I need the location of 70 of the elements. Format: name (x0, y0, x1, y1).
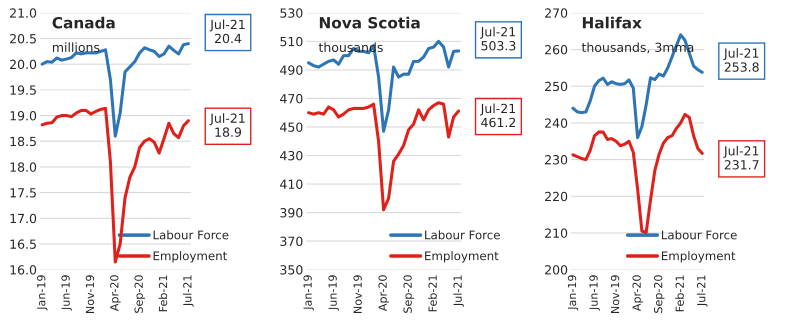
y-tick-label: 220 (545, 192, 568, 202)
y-tick-label: 270 (545, 8, 568, 18)
x-tick-label: Sep-20 (403, 275, 414, 313)
x-tick-label: Jan-19 (568, 275, 578, 310)
y-tick-label: 370 (280, 236, 302, 246)
y-tick-label: 21.0 (10, 8, 36, 18)
y-tick-label: 430 (280, 150, 302, 160)
x-tick-label: Jun-19 (328, 275, 339, 311)
chart-title: Halifax (582, 16, 642, 29)
y-tick-label: 390 (280, 208, 302, 218)
y-tick-label: 260 (545, 44, 568, 54)
x-tick-label: Nov-19 (86, 275, 94, 313)
text: Jul-21 461.2 (480, 104, 516, 128)
y-tick-label: 490 (280, 65, 302, 75)
line-series (40, 42, 190, 138)
y-tick-label: 470 (280, 94, 302, 104)
x-tick-label: Jul-21 (696, 276, 708, 307)
y-tick-label: 20.0 (10, 60, 36, 70)
x-tick-label: Nov-19 (353, 275, 362, 313)
x-tick-label: Jun-19 (61, 275, 72, 311)
y-tick-label: 240 (545, 118, 568, 128)
x-tick-label: Jul-21 (453, 276, 464, 307)
x-tick-label: Feb-21 (158, 276, 168, 312)
legend-label: Employment (662, 251, 736, 263)
y-tick-label: 20.5 (10, 34, 36, 44)
y-tick-label: 17.0 (10, 214, 36, 224)
x-tick-label: Jun-19 (589, 275, 600, 311)
x-tick-label: Apr-20 (378, 275, 389, 312)
x-tick-label: Sep-20 (654, 275, 665, 313)
text: Jul-21 231.7 (723, 146, 759, 170)
text: millions (52, 42, 100, 52)
y-tick-label: 19.5 (10, 85, 36, 95)
legend-label: Employment (154, 251, 228, 263)
text: Jul-21 253.8 (723, 48, 759, 72)
y-tick-label: 18.5 (10, 136, 36, 146)
legend-label: Labour Force (662, 230, 737, 240)
chart-title: Nova Scotia (320, 16, 420, 29)
x-tick-label: Jan-19 (303, 275, 314, 310)
y-tick-label: 250 (545, 82, 568, 92)
x-tick-label: Nov-19 (610, 275, 620, 313)
line-series (307, 101, 460, 212)
text: Jul-21 20.4 (210, 19, 245, 44)
x-tick-label: Jan-19 (37, 275, 48, 310)
y-tick-label: 530 (280, 8, 302, 18)
legend-label: Labour Force (154, 230, 228, 240)
y-tick-label: 450 (280, 122, 302, 132)
y-tick-label: 18.0 (10, 162, 36, 172)
x-tick-label: Apr-20 (110, 275, 121, 312)
y-tick-label: 510 (280, 36, 302, 46)
y-tick-label: 350 (280, 265, 302, 275)
y-tick-label: 210 (545, 228, 568, 238)
y-tick-label: 16.0 (10, 265, 36, 275)
y-tick-label: 410 (280, 180, 302, 189)
y-tick-label: 200 (545, 265, 568, 275)
y-tick-label: 16.5 (10, 239, 36, 249)
x-tick-label: Apr-20 (632, 275, 643, 312)
legend-label: Employment (425, 251, 499, 263)
x-tick-label: Feb-21 (675, 276, 684, 312)
x-tick-label: Feb-21 (428, 276, 437, 312)
text: Jul-21 503.3 (480, 26, 516, 50)
text: Jul-21 18.9 (210, 113, 245, 137)
x-tick-label: Sep-20 (134, 275, 146, 313)
chart-title: Canada (52, 16, 115, 29)
y-tick-label: 19.0 (10, 111, 36, 120)
y-tick-label: 230 (545, 155, 568, 165)
y-tick-label: 17.5 (10, 188, 36, 198)
line-series (571, 33, 704, 140)
legend-label: Labour Force (425, 230, 500, 240)
line-series (307, 40, 460, 133)
x-tick-label: Jul-21 (182, 276, 194, 307)
